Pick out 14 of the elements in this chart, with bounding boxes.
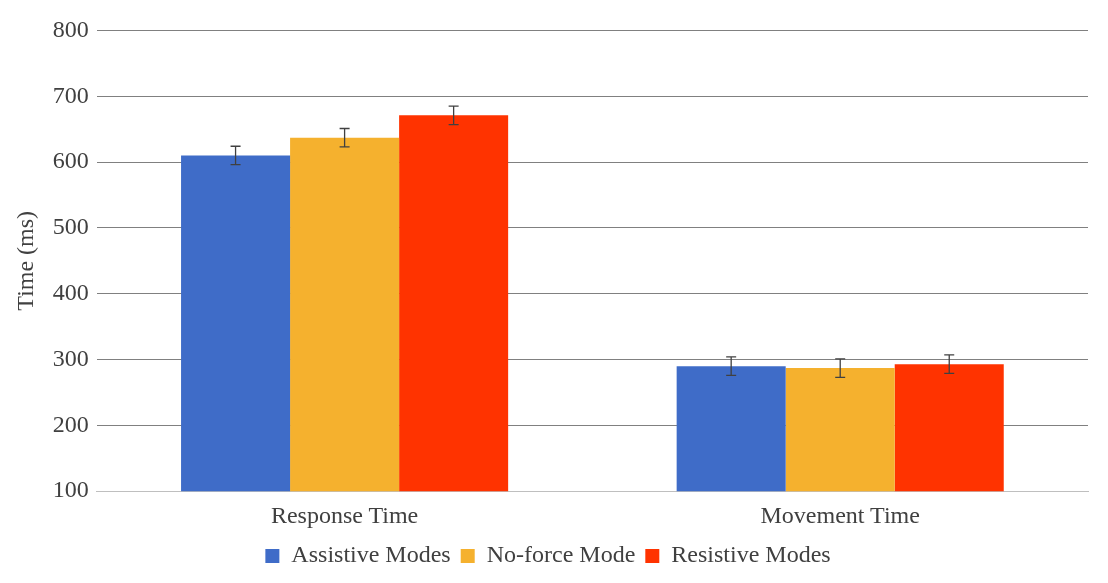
legend-label: Assistive Modes [291,541,451,568]
y-tick-label: 100 [52,476,89,503]
y-tick-label: 800 [52,15,89,42]
y-tick-label: 300 [52,344,89,371]
y-tick-label: 600 [52,147,89,174]
legend-label: No-force Mode [486,541,636,568]
y-tick-label: 700 [52,81,89,108]
legend-label: Resistive Modes [671,541,831,568]
y-tick-label: 200 [52,410,89,437]
x-tick-label: Movement Time [760,501,920,528]
y-tick-label: 400 [52,279,89,306]
y-axis-title: Time (ms) [11,210,38,311]
y-tick-label: 500 [52,213,89,240]
x-tick-label: Response Time [270,501,419,528]
